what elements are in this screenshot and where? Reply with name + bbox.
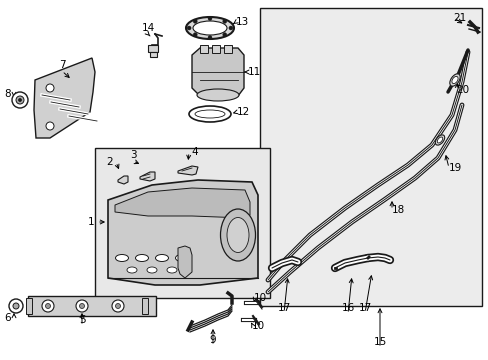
Ellipse shape: [434, 135, 444, 145]
Circle shape: [9, 299, 23, 313]
Circle shape: [223, 19, 226, 23]
Circle shape: [207, 17, 212, 21]
Circle shape: [45, 303, 50, 309]
Text: 13: 13: [235, 17, 248, 27]
Text: 14: 14: [141, 23, 154, 33]
Ellipse shape: [127, 267, 137, 273]
Ellipse shape: [189, 106, 230, 122]
Text: 10: 10: [253, 293, 266, 303]
Ellipse shape: [436, 137, 442, 143]
Bar: [95, 148, 269, 298]
Text: 9: 9: [209, 335, 216, 345]
Polygon shape: [115, 188, 249, 218]
Ellipse shape: [135, 255, 148, 261]
Ellipse shape: [155, 255, 168, 261]
Circle shape: [207, 36, 212, 40]
Bar: [200, 45, 207, 53]
Ellipse shape: [197, 89, 239, 101]
Circle shape: [46, 84, 54, 92]
Circle shape: [223, 33, 226, 37]
Circle shape: [228, 26, 232, 30]
Ellipse shape: [167, 267, 177, 273]
Text: 3: 3: [129, 150, 136, 160]
Text: 4: 4: [191, 147, 198, 157]
Bar: [148, 45, 158, 52]
Circle shape: [16, 96, 24, 104]
Bar: [260, 8, 481, 306]
Ellipse shape: [147, 267, 157, 273]
Circle shape: [12, 92, 28, 108]
Text: 1: 1: [87, 217, 94, 227]
Polygon shape: [192, 48, 244, 96]
Ellipse shape: [451, 76, 457, 84]
Circle shape: [42, 300, 54, 312]
Text: 21: 21: [452, 13, 466, 23]
Text: 16: 16: [341, 303, 354, 313]
Ellipse shape: [195, 110, 224, 118]
Circle shape: [46, 122, 54, 130]
Circle shape: [193, 19, 197, 23]
Bar: [212, 45, 220, 53]
Text: 6: 6: [5, 313, 11, 323]
Circle shape: [115, 303, 120, 309]
Circle shape: [193, 33, 197, 37]
Text: 8: 8: [5, 89, 11, 99]
Circle shape: [112, 300, 124, 312]
Text: 17: 17: [277, 303, 290, 313]
Ellipse shape: [193, 21, 226, 35]
Text: 5: 5: [79, 315, 85, 325]
Text: 11: 11: [247, 67, 260, 77]
Text: 19: 19: [447, 163, 461, 173]
Ellipse shape: [175, 255, 188, 261]
Polygon shape: [34, 58, 95, 138]
Bar: [26, 298, 32, 314]
Ellipse shape: [220, 209, 255, 261]
Circle shape: [13, 303, 19, 309]
Circle shape: [187, 26, 191, 30]
Text: 17: 17: [358, 303, 371, 313]
Ellipse shape: [185, 17, 234, 39]
Bar: [150, 52, 157, 57]
Ellipse shape: [115, 255, 128, 261]
Polygon shape: [108, 180, 258, 285]
Text: 7: 7: [59, 60, 65, 70]
Text: 2: 2: [106, 157, 113, 167]
Circle shape: [76, 300, 88, 312]
Text: 12: 12: [236, 107, 249, 117]
Polygon shape: [140, 172, 155, 181]
Polygon shape: [178, 246, 192, 278]
Bar: [224, 45, 231, 53]
Text: 18: 18: [390, 205, 404, 215]
Circle shape: [80, 303, 84, 309]
Polygon shape: [118, 176, 128, 184]
Ellipse shape: [226, 217, 248, 252]
Polygon shape: [178, 166, 198, 175]
Text: 10: 10: [251, 321, 264, 331]
Text: 20: 20: [455, 85, 468, 95]
Bar: [28, 296, 156, 316]
Bar: [142, 298, 148, 314]
Ellipse shape: [449, 74, 459, 86]
Text: 15: 15: [373, 337, 386, 347]
Circle shape: [19, 99, 21, 102]
